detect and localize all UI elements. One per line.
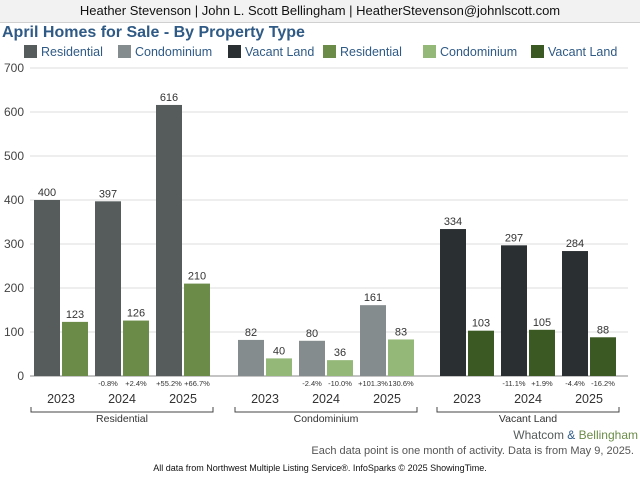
bar [184,283,210,376]
bar [468,330,494,376]
data-label: 83 [395,326,407,338]
data-label: 616 [160,92,178,104]
footnote: Each data point is one month of activity… [311,445,634,457]
legend-swatch [228,45,241,58]
x-tick-label: 2023 [47,392,75,406]
bar [299,340,325,376]
bar [62,321,88,376]
data-label: 161 [364,292,382,304]
change-label: -2.4% [302,379,322,388]
bar [360,305,386,376]
legend-swatch [423,45,436,58]
change-label: +2.4% [125,379,147,388]
group-label: Vacant Land [499,413,557,425]
change-label: +1.9% [531,379,553,388]
bar [266,358,292,376]
x-tick-label: 2025 [575,392,603,406]
region-label-part: & [564,428,579,442]
bar [34,200,60,376]
y-tick-label: 300 [4,237,24,251]
y-tick-label: 100 [4,325,24,339]
change-label: -16.2% [591,379,615,388]
change-label: 130.6% [388,379,414,388]
chart-title: April Homes for Sale - By Property Type [2,24,305,41]
legend-swatch [24,45,37,58]
data-label: 400 [38,187,56,199]
y-tick-label: 600 [4,105,24,119]
change-label: +66.7% [184,379,210,388]
region-label-part: Bellingham [579,428,638,442]
change-label: -0.8% [98,379,118,388]
data-label: 82 [245,327,257,339]
region-label: Whatcom & Bellingham [513,428,638,442]
change-label: -4.4% [565,379,585,388]
region-label-part: Whatcom [513,428,564,442]
y-tick-label: 700 [4,61,24,75]
legend-swatch [531,45,544,58]
bar [529,329,555,376]
data-label: 103 [472,318,490,330]
data-label: 80 [306,328,318,340]
bar [123,320,149,376]
legend-label: Vacant Land [245,45,314,59]
data-label: 210 [188,271,206,283]
legend-swatch [118,45,131,58]
group-bracket [436,407,620,413]
x-tick-label: 2024 [312,392,340,406]
data-label: 297 [505,232,523,244]
data-source: All data from Northwest Multiple Listing… [153,463,487,473]
change-label: -11.1% [502,379,526,388]
change-label: +55.2% [156,379,182,388]
legend-label: Condominium [440,45,517,59]
y-tick-label: 400 [4,193,24,207]
data-label: 397 [99,188,117,200]
y-tick-label: 500 [4,149,24,163]
legend-label: Residential [340,45,402,59]
y-tick-label: 200 [4,281,24,295]
x-tick-label: 2023 [453,392,481,406]
legend-swatch [323,45,336,58]
bar [562,251,588,376]
bar [327,360,353,376]
bar [156,104,182,377]
x-tick-label: 2025 [373,392,401,406]
x-tick-label: 2024 [108,392,136,406]
data-label: 88 [597,324,609,336]
bar [388,339,414,376]
x-tick-label: 2025 [169,392,197,406]
legend-label: Condominium [135,45,212,59]
x-tick-label: 2024 [514,392,542,406]
y-tick-label: 0 [17,369,24,383]
data-label: 334 [444,216,462,228]
bar [590,337,616,376]
group-label: Residential [96,413,148,425]
data-label: 105 [533,317,551,329]
bar [501,245,527,376]
data-label: 123 [66,309,84,321]
group-bracket [30,407,214,413]
group-label: Condominium [294,413,359,425]
data-label: 284 [566,238,584,250]
change-label: -10.0% [328,379,352,388]
data-label: 36 [334,347,346,359]
agent-line: Heather Stevenson | John L. Scott Bellin… [79,3,561,18]
legend-label: Vacant Land [548,45,617,59]
data-label: 40 [273,345,285,357]
bar [440,229,466,376]
change-label: +101.3% [358,379,388,388]
group-bracket [234,407,418,413]
x-tick-label: 2023 [251,392,279,406]
agent-header: Heather Stevenson | John L. Scott Bellin… [0,0,640,23]
bar [238,339,264,376]
legend-label: Residential [41,45,103,59]
bar [95,201,121,376]
data-label: 126 [127,308,145,320]
